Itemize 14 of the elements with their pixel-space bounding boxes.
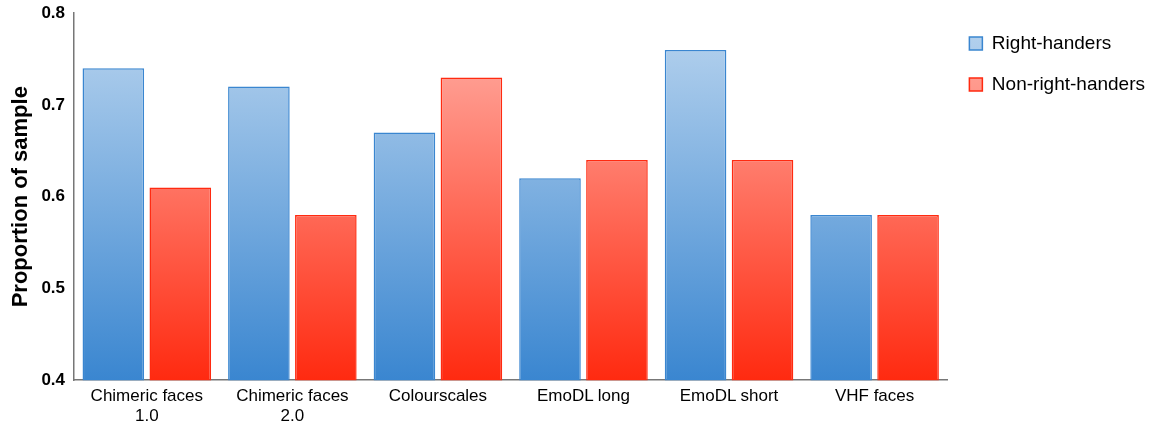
y-tick-label: 0.8 [41,2,66,22]
y-tick-label: 0.6 [41,186,66,206]
x-tick-label: Colourscales [388,386,488,406]
legend-label: Right-handers [991,31,1112,53]
y-tick-label: 0.4 [41,369,66,389]
x-tick-label: Chimeric faces 2.0 [236,386,349,426]
x-tick-label: VHF faces [834,386,915,406]
y-axis-title: Proportion of sample [7,86,33,308]
y-tick-label: 0.7 [41,94,66,114]
x-tick-label: EmoDL long [537,386,630,406]
y-tick-label: 0.5 [41,278,66,298]
x-tick-label: EmoDL short [679,386,779,406]
x-tick-label: Chimeric faces 1.0 [90,386,204,426]
legend-label: Non-right-handers [991,72,1146,94]
